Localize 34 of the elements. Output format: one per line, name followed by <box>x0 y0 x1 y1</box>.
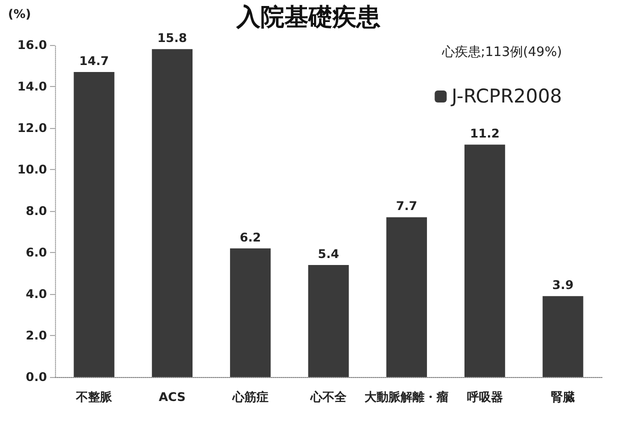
bar <box>152 49 193 377</box>
data-label: 3.9 <box>552 278 574 292</box>
y-tick-label: 0.0 <box>26 370 47 384</box>
y-tick-label: 6.0 <box>26 246 47 260</box>
y-tick-label: 4.0 <box>26 287 47 301</box>
bar <box>230 248 271 377</box>
x-tick-label: 大動脈解離・瘤 <box>364 390 449 404</box>
y-tick-label: 8.0 <box>26 204 47 218</box>
y-tick-label: 16.0 <box>17 38 47 52</box>
data-label: 5.4 <box>318 246 340 261</box>
data-label: 7.7 <box>396 199 418 214</box>
x-tick-label: ACS <box>158 390 186 404</box>
y-axis-title: (%) <box>8 7 31 21</box>
y-tick-label: 12.0 <box>17 121 47 135</box>
data-label: 15.8 <box>157 31 188 46</box>
bar <box>74 72 114 377</box>
bar <box>308 264 349 377</box>
x-tick-label: 不整脈 <box>75 390 114 404</box>
bar <box>464 144 506 377</box>
y-tick-label: 2.0 <box>26 328 47 342</box>
bar <box>386 217 427 377</box>
x-tick-label: 心筋症 <box>231 390 268 404</box>
bar <box>542 296 584 377</box>
x-tick-label: 呼吸器 <box>466 390 503 404</box>
x-tick-label: 心不全 <box>310 390 348 404</box>
data-label: 11.2 <box>470 126 500 141</box>
y-tick-label: 14.0 <box>17 80 47 94</box>
annotation: 心疾患;113例(49%) <box>440 44 562 60</box>
chart-title: 入院基礎疾患 <box>236 3 382 31</box>
x-tick-label: 腎臓 <box>550 390 575 404</box>
y-tick-label: 10.0 <box>17 162 47 176</box>
data-label: 6.2 <box>240 230 261 244</box>
legend-label: J-RCPR2008 <box>450 86 562 108</box>
data-label: 14.7 <box>79 54 109 68</box>
